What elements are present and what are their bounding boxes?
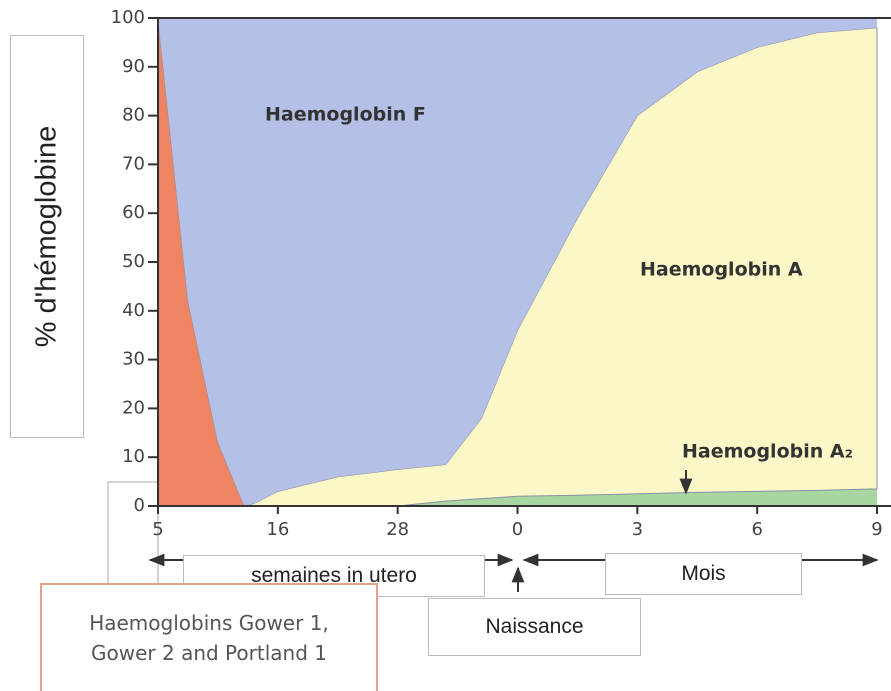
y-tick-label: 20 <box>122 397 145 418</box>
y-tick-label: 0 <box>134 495 145 516</box>
x-tick-label: 9 <box>871 519 882 540</box>
y-tick-label: 90 <box>122 56 145 77</box>
series-label: Haemoglobin F <box>265 104 426 126</box>
y-tick-label: 10 <box>122 446 145 467</box>
y-tick-label: 60 <box>122 202 145 223</box>
y-axis-label: % d'hémoglobine <box>30 125 63 348</box>
annotation: Mois <box>605 553 802 595</box>
series-label: Haemoglobin A₂ <box>682 441 853 463</box>
x-tick-label: 3 <box>632 519 643 540</box>
x-tick-label: 6 <box>751 519 762 540</box>
x-tick-label: 0 <box>512 519 523 540</box>
series-label-box: Haemoglobins Gower 1, Gower 2 and Portla… <box>40 583 378 691</box>
y-tick-label: 100 <box>111 7 145 28</box>
x-tick-label: 16 <box>266 519 289 540</box>
series-label: Haemoglobin A <box>640 259 803 281</box>
y-tick-label: 70 <box>122 153 145 174</box>
x-tick-label: 5 <box>152 519 163 540</box>
annotation: Naissance <box>428 598 641 656</box>
x-tick-label: 28 <box>386 519 409 540</box>
area <box>158 18 877 506</box>
y-tick-label: 50 <box>122 251 145 272</box>
y-tick-label: 40 <box>122 300 145 321</box>
y-axis-label-box: % d'hémoglobine <box>10 35 84 438</box>
y-tick-label: 30 <box>122 349 145 370</box>
y-tick-label: 80 <box>122 105 145 126</box>
